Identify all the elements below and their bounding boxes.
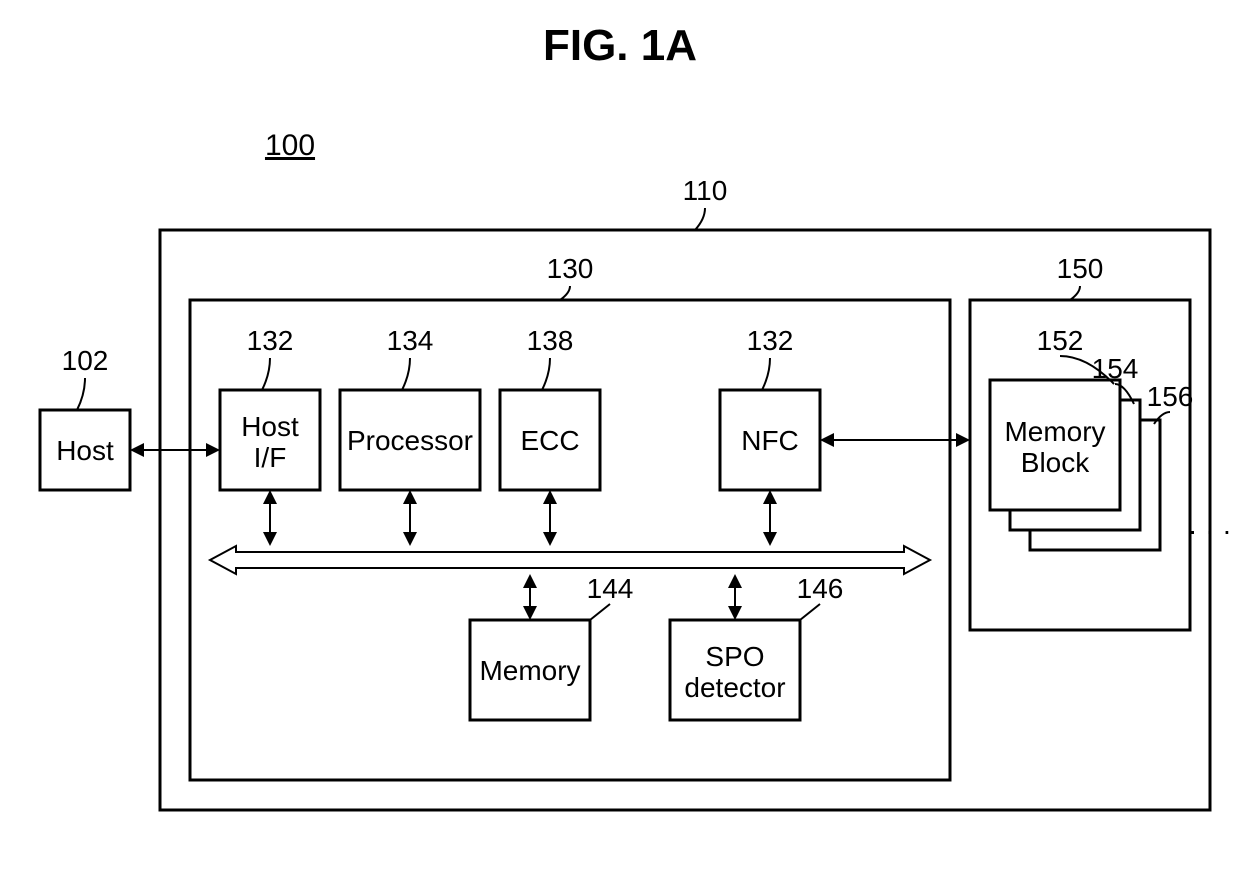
block-3-label: NFC [741,425,799,456]
memblock-ref-1: 154 [1092,353,1139,384]
block-2-ref: 138 [527,325,574,356]
bottom-block-0-ref: 144 [587,573,634,604]
block-2-label: ECC [520,425,579,456]
memblock-ellipsis: · · · [1188,515,1232,546]
memdev-ref: 150 [1057,253,1104,284]
outer-leader [695,208,705,230]
host-label: Host [56,435,114,466]
block-1-label: Processor [347,425,473,456]
figure-title: FIG. 1A [543,21,697,70]
host-ref: 102 [62,345,109,376]
controller-ref: 130 [547,253,594,284]
memblock-ref-2: 156 [1147,381,1194,412]
outer-ref: 110 [683,175,728,206]
system-ref: 100 [265,129,315,162]
block-3-ref: 132 [747,325,794,356]
memblock-ref-0: 152 [1037,325,1084,356]
bottom-block-0-label: Memory [479,655,580,686]
block-1-ref: 134 [387,325,434,356]
block-0-ref: 132 [247,325,294,356]
host-leader [77,378,85,410]
bottom-block-1-ref: 146 [797,573,844,604]
